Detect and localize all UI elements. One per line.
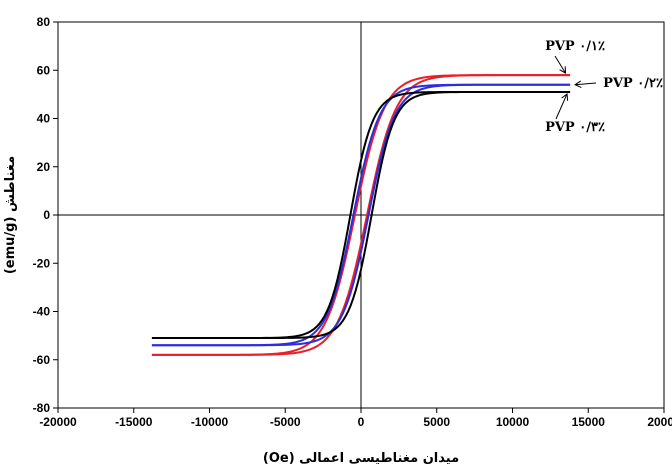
x-tick-label: 0 xyxy=(358,415,365,429)
series-1-descending-branch xyxy=(151,74,571,356)
x-tick-label: -15000 xyxy=(115,415,153,429)
x-tick-label: 15000 xyxy=(572,415,606,429)
y-tick-label: 0 xyxy=(43,208,50,222)
x-tick-label: -10000 xyxy=(191,415,229,429)
axis-ticks: -20000 -15000 -10000 -5000 0 5000 10000 15000 20… xyxy=(33,15,672,429)
x-tick-label: 20000 xyxy=(647,415,672,429)
annotation-arrow-3 xyxy=(555,93,568,120)
y-tick-label: -40 xyxy=(33,305,51,319)
hysteresis-curves xyxy=(151,74,571,356)
x-tick-label: 5000 xyxy=(423,415,450,429)
x-tick-label: -5000 xyxy=(270,415,301,429)
x-tick-label: -20000 xyxy=(39,415,77,429)
annotation-series-2: ۰/۲٪ PVP xyxy=(603,76,663,91)
series-3-descending-branch xyxy=(151,90,571,340)
series-2-descending-branch xyxy=(151,83,571,347)
annotation-arrowhead-3 xyxy=(561,93,569,101)
annotation-arrowhead-2 xyxy=(574,80,582,88)
series-annotations: ۰/۱٪ PVP ۰/۲٪ PVP ۰/۳٪ PVP xyxy=(545,39,663,135)
y-tick-label: -20 xyxy=(33,256,51,270)
y-axis-label: مغناطش (emu/g) xyxy=(3,156,18,274)
y-tick-label: -60 xyxy=(33,353,51,367)
y-tick-label: 40 xyxy=(37,112,51,126)
annotation-series-1: ۰/۱٪ PVP xyxy=(545,39,605,54)
y-tick-label: 80 xyxy=(37,15,51,29)
annotation-arrow-2 xyxy=(575,82,597,86)
annotation-arrowhead-1 xyxy=(559,66,567,74)
zero-axes xyxy=(58,22,664,408)
x-tick-label: 10000 xyxy=(496,415,530,429)
y-tick-label: 60 xyxy=(37,63,51,77)
annotation-arrow-1 xyxy=(554,55,566,74)
annotation-series-3: ۰/۳٪ PVP xyxy=(545,120,605,135)
y-tick-label: 20 xyxy=(37,160,51,174)
x-axis-label: میدان مغناطیسی اعمالی (Oe) xyxy=(263,451,459,466)
y-tick-label: -80 xyxy=(33,401,51,415)
